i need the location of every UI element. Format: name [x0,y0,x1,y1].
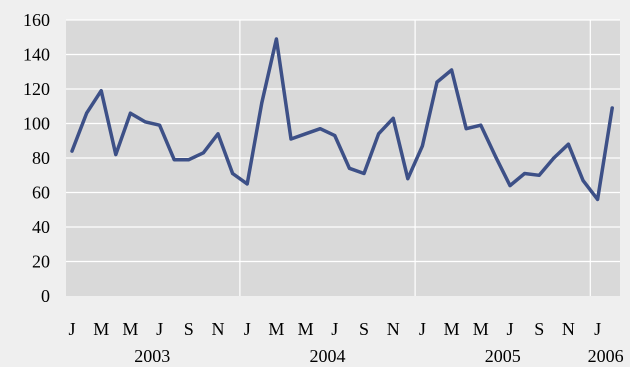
series-line [70,37,614,202]
data-point [581,178,585,182]
data-point [391,116,395,120]
data-point [552,156,556,160]
year-labels: 2003 2004 2005 2006 [134,346,623,366]
x-tick-label: J [506,319,513,339]
data-point [450,68,454,72]
data-point [201,151,205,155]
data-point [537,173,541,177]
data-point [566,142,570,146]
x-tick-label: J [331,319,338,339]
x-tick-label: S [184,319,194,339]
data-point [114,153,118,157]
data-point [610,106,614,110]
data-point [70,149,74,153]
x-tick-label: M [444,319,460,339]
data-point [289,137,293,141]
x-tick-label: S [534,319,544,339]
y-tick-label: 140 [23,45,50,65]
data-point [318,127,322,131]
x-tick-label: J [244,319,251,339]
x-tick-label: J [419,319,426,339]
year-label: 2003 [134,346,170,366]
data-point [333,134,337,138]
x-tick-label: N [562,319,575,339]
year-label: 2004 [310,346,346,366]
x-tick-label: N [212,319,225,339]
data-point [406,177,410,181]
data-point [377,132,381,136]
year-label: 2006 [588,346,624,366]
data-point [420,144,424,148]
data-point [362,172,366,176]
data-point [304,132,308,136]
y-tick-label: 60 [32,183,50,203]
x-tick-label: M [122,319,138,339]
x-tick-label: N [387,319,400,339]
data-point [260,101,264,105]
data-point [128,111,132,115]
x-tick-label: M [93,319,109,339]
data-point [158,123,162,127]
y-tick-label: 40 [32,217,50,237]
y-tick-label: 100 [23,114,50,134]
data-point [508,184,512,188]
data-point [479,123,483,127]
data-point [493,154,497,158]
x-tick-label: M [268,319,284,339]
data-point [523,172,527,176]
x-tick-label: S [359,319,369,339]
data-point [274,37,278,41]
x-tick-label: J [156,319,163,339]
data-point [85,111,89,115]
data-point [596,197,600,201]
data-point [143,120,147,124]
year-label: 2005 [485,346,521,366]
data-points [70,37,614,201]
data-point [435,80,439,84]
x-tick-label: M [473,319,489,339]
data-point [231,172,235,176]
x-tick-label: M [298,319,314,339]
data-point [464,127,468,131]
data-point [99,89,103,93]
y-axis: 0 20 40 60 80 100 120 140 160 [23,10,50,306]
data-point [245,182,249,186]
data-point [187,158,191,162]
y-tick-label: 20 [32,252,50,272]
data-point [172,158,176,162]
gridlines [66,19,620,263]
y-tick-label: 0 [41,286,50,306]
data-point [216,132,220,136]
y-tick-label: 160 [23,10,50,30]
y-tick-label: 80 [32,148,50,168]
data-point [347,166,351,170]
x-tick-label: J [594,319,601,339]
x-tick-label: J [68,319,75,339]
y-tick-label: 120 [23,79,50,99]
